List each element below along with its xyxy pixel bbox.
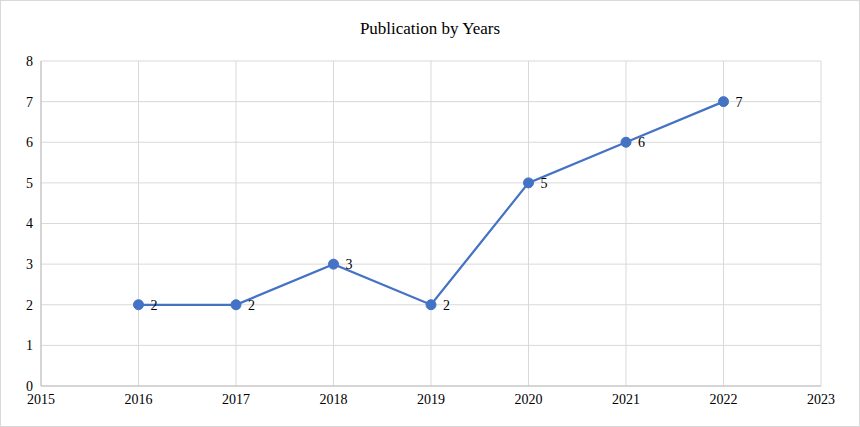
svg-text:2016: 2016 — [125, 392, 153, 407]
svg-text:7: 7 — [26, 95, 33, 110]
html-text:Publication by Years: Publication by Years — [359, 19, 501, 38]
svg-text:6: 6 — [26, 135, 33, 150]
svg-text:7: 7 — [736, 95, 743, 110]
svg-text:2020: 2020 — [515, 392, 543, 407]
svg-text:0: 0 — [26, 379, 33, 394]
svg-text:5: 5 — [26, 176, 33, 191]
svg-text:8: 8 — [26, 54, 33, 69]
svg-text:2019: 2019 — [417, 392, 445, 407]
svg-text:2: 2 — [443, 298, 450, 313]
svg-text:3: 3 — [346, 257, 353, 272]
svg-text:2: 2 — [248, 298, 255, 313]
svg-text:2017: 2017 — [222, 392, 250, 407]
svg-text:2: 2 — [26, 298, 33, 313]
svg-text:2023: 2023 — [807, 392, 835, 407]
svg-text:2018: 2018 — [320, 392, 348, 407]
svg-text:5: 5 — [541, 176, 548, 191]
svg-text:3: 3 — [26, 257, 33, 272]
svg-text:1: 1 — [26, 338, 33, 353]
svg-text:2022: 2022 — [710, 392, 738, 407]
svg-text:2021: 2021 — [612, 392, 640, 407]
svg-text:2: 2 — [151, 298, 158, 313]
svg-text:6: 6 — [638, 135, 645, 150]
svg-text:4: 4 — [26, 216, 33, 231]
svg-text:2015: 2015 — [27, 392, 55, 407]
